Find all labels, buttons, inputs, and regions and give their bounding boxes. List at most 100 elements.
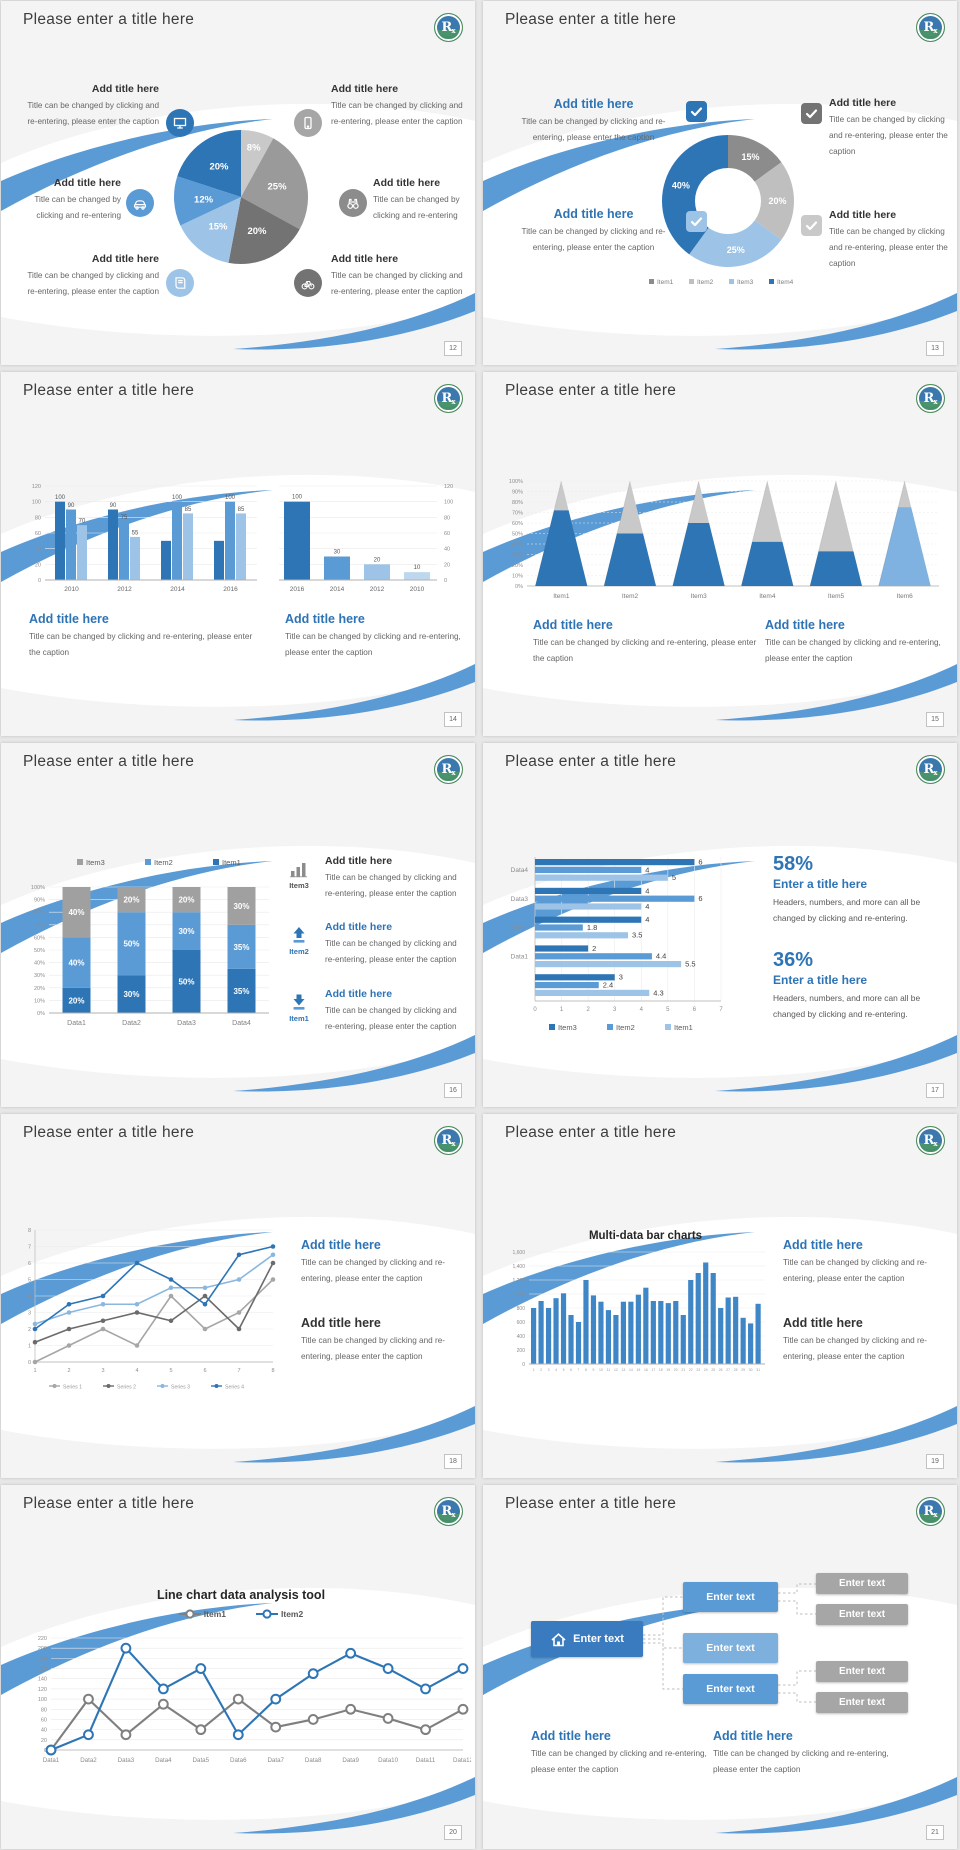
svg-text:Item3: Item3 bbox=[86, 858, 105, 867]
svg-text:21: 21 bbox=[681, 1368, 685, 1372]
stacked-bar-chart: Item3 Item2 Item1 0% 10% 20% 30% 40% 50% 60% 70% 80… bbox=[31, 858, 269, 1027]
svg-text:30%: 30% bbox=[233, 902, 249, 911]
svg-text:60: 60 bbox=[41, 1717, 47, 1723]
svg-text:800: 800 bbox=[517, 1306, 526, 1312]
svg-text:Data9: Data9 bbox=[342, 1757, 359, 1764]
svg-text:Item4: Item4 bbox=[759, 593, 776, 600]
item3-label: Item3 bbox=[289, 881, 309, 890]
svg-text:60: 60 bbox=[35, 531, 41, 537]
svg-text:Item1: Item1 bbox=[553, 593, 570, 600]
svg-text:100: 100 bbox=[444, 500, 453, 506]
svg-text:100: 100 bbox=[55, 495, 66, 501]
svg-text:Data3: Data3 bbox=[118, 1757, 135, 1764]
svg-text:Data4: Data4 bbox=[155, 1757, 172, 1764]
svg-text:13: 13 bbox=[622, 1368, 626, 1372]
svg-text:30: 30 bbox=[334, 550, 341, 556]
svg-text:35%: 35% bbox=[233, 987, 249, 996]
svg-text:50%: 50% bbox=[34, 948, 45, 954]
svg-text:Item6: Item6 bbox=[897, 593, 914, 600]
page-number: 15 bbox=[926, 712, 944, 727]
svg-text:5.5: 5.5 bbox=[685, 960, 695, 969]
svg-text:4.3: 4.3 bbox=[653, 988, 663, 997]
svg-text:31: 31 bbox=[756, 1368, 760, 1372]
svg-text:10%: 10% bbox=[34, 998, 45, 1004]
page-number: 20 bbox=[444, 1825, 462, 1840]
callout-mid-right: Add title here Title can be changed by cl… bbox=[373, 177, 460, 220]
svg-text:3: 3 bbox=[101, 1368, 104, 1374]
svg-text:3: 3 bbox=[548, 1368, 550, 1372]
download-arrow-icon bbox=[289, 992, 309, 1017]
svg-text:4: 4 bbox=[645, 915, 649, 924]
svg-text:2016: 2016 bbox=[223, 586, 238, 593]
blue-swoosh-bottom bbox=[715, 664, 957, 721]
svg-text:4: 4 bbox=[135, 1368, 138, 1374]
slide-title: Please enter a title here bbox=[505, 11, 677, 28]
svg-text:20%: 20% bbox=[34, 986, 45, 992]
page-number: 12 bbox=[444, 341, 462, 356]
svg-text:0%: 0% bbox=[515, 584, 523, 590]
bicycle-icon bbox=[294, 269, 322, 297]
chart-title: Multi-data bar charts bbox=[588, 1230, 703, 1242]
item2-callout: Add title here Title can be changed by cl… bbox=[325, 921, 457, 964]
car-icon bbox=[126, 189, 154, 217]
smartphone-icon bbox=[294, 109, 322, 137]
chart-caption-left: Add title here Title can be changed by cl… bbox=[533, 618, 757, 663]
chart-caption-right: Add title here Title can be changed by cl… bbox=[285, 612, 461, 657]
svg-text:Series 2: Series 2 bbox=[117, 1385, 136, 1391]
svg-text:15: 15 bbox=[636, 1368, 640, 1372]
svg-text:20%: 20% bbox=[512, 563, 523, 569]
svg-text:Data4: Data4 bbox=[232, 1020, 251, 1027]
svg-text:25%: 25% bbox=[727, 245, 745, 255]
svg-text:6: 6 bbox=[28, 1261, 31, 1267]
blue-swoosh-top bbox=[483, 1232, 755, 1324]
blue-swoosh-bottom bbox=[715, 1035, 957, 1092]
chart-title: Line chart data analysis tool bbox=[156, 1588, 326, 1602]
svg-text:15%: 15% bbox=[208, 222, 228, 233]
svg-text:100: 100 bbox=[292, 495, 303, 501]
svg-text:2: 2 bbox=[592, 944, 596, 953]
svg-text:5: 5 bbox=[563, 1368, 565, 1372]
svg-text:Data6: Data6 bbox=[230, 1757, 247, 1764]
svg-text:Item1: Item1 bbox=[222, 858, 241, 867]
svg-text:70%: 70% bbox=[34, 923, 45, 929]
svg-text:100%: 100% bbox=[509, 479, 523, 485]
line-chart-legend: Item1 Item2 bbox=[121, 1609, 361, 1619]
svg-text:40: 40 bbox=[35, 547, 41, 553]
svg-text:40%: 40% bbox=[512, 542, 523, 548]
svg-text:6: 6 bbox=[570, 1368, 572, 1372]
svg-text:24: 24 bbox=[704, 1368, 708, 1372]
svg-text:Data1: Data1 bbox=[511, 953, 529, 960]
svg-text:40%: 40% bbox=[68, 959, 84, 968]
svg-text:2014: 2014 bbox=[330, 586, 345, 593]
svg-text:3.5: 3.5 bbox=[632, 931, 642, 940]
blue-swoosh-top bbox=[1, 119, 273, 211]
svg-text:5: 5 bbox=[672, 873, 676, 882]
svg-text:6: 6 bbox=[203, 1368, 206, 1374]
svg-text:23: 23 bbox=[696, 1368, 700, 1372]
svg-text:Item2: Item2 bbox=[616, 1023, 635, 1032]
svg-text:Item5: Item5 bbox=[828, 593, 845, 600]
svg-text:Item3: Item3 bbox=[558, 1023, 577, 1032]
svg-text:12%: 12% bbox=[194, 194, 214, 205]
svg-text:27: 27 bbox=[726, 1368, 730, 1372]
svg-text:8: 8 bbox=[28, 1228, 31, 1234]
svg-text:30%: 30% bbox=[512, 553, 523, 559]
svg-text:Item4: Item4 bbox=[777, 279, 794, 286]
svg-text:Data12: Data12 bbox=[453, 1757, 471, 1764]
svg-text:4: 4 bbox=[645, 902, 649, 911]
svg-text:85: 85 bbox=[238, 507, 245, 513]
